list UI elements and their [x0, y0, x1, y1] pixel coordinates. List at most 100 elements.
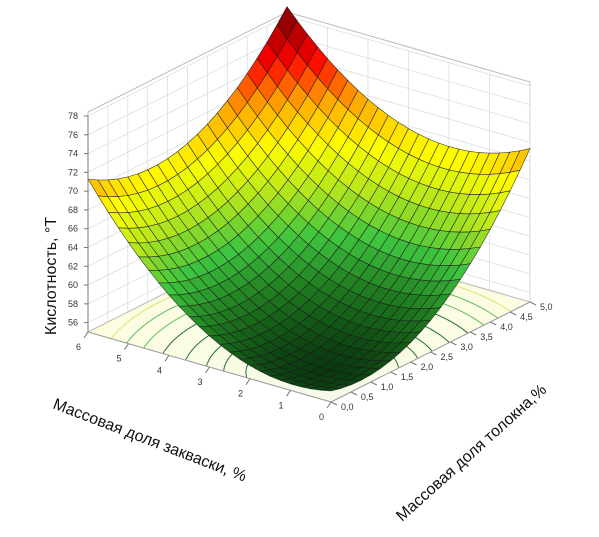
- contour-segment: [207, 358, 210, 363]
- y-tick-mark: [430, 351, 437, 356]
- contour-segment: [183, 328, 188, 333]
- contour-segment: [170, 305, 176, 310]
- contour-segment: [125, 320, 130, 324]
- x-tick-label: 4: [157, 365, 162, 375]
- contour-segment: [455, 295, 462, 299]
- contour-segment: [161, 310, 167, 315]
- z-tick-label: 58: [68, 299, 78, 309]
- contour-segment: [144, 321, 149, 326]
- contour-segment: [433, 330, 439, 335]
- contour-segment: [165, 308, 171, 312]
- y-axis-title: Массовая доля толокна,%: [393, 381, 550, 525]
- contour-segment: [480, 307, 486, 311]
- contour-segment: [145, 341, 149, 346]
- contour-segment: [150, 303, 156, 308]
- contour-segment: [475, 319, 481, 323]
- contour-segment: [137, 327, 142, 332]
- y-tick-label: 4,0: [500, 322, 513, 332]
- surface-cell: [320, 387, 341, 392]
- contour-segment: [479, 321, 482, 324]
- contour-segment: [165, 296, 172, 300]
- contour-segment: [493, 314, 499, 319]
- contour-segment: [119, 325, 124, 330]
- contour-segment: [172, 337, 177, 342]
- x-tick-mark: [124, 343, 129, 350]
- contour-segment: [144, 344, 147, 348]
- y-tick-mark: [370, 381, 378, 386]
- contour-segment: [489, 312, 494, 316]
- contour-segment: [471, 316, 477, 321]
- contour-segment: [417, 338, 423, 343]
- z-tick-label: 62: [68, 261, 78, 271]
- contour-segment: [211, 352, 215, 357]
- x-tick-label: 1: [279, 400, 284, 410]
- y-tick-label: 3,5: [480, 332, 493, 342]
- contour-segment: [218, 346, 221, 349]
- contour-segment: [427, 327, 430, 329]
- contour-segment: [500, 304, 503, 307]
- contour-segment: [179, 331, 184, 336]
- contour-segment: [395, 359, 398, 363]
- contour-segment: [168, 320, 174, 325]
- contour-segment: [167, 343, 171, 348]
- contour-segment: [447, 304, 453, 308]
- contour-segment: [170, 340, 174, 344]
- x-tick-label: 6: [76, 342, 81, 352]
- y-tick-mark: [470, 331, 477, 336]
- contour-segment: [141, 308, 147, 313]
- x-tick-mark: [164, 355, 170, 362]
- contour-segment: [134, 330, 138, 335]
- contour-segment: [229, 353, 233, 358]
- contour-segment: [460, 297, 467, 301]
- contour-segment: [191, 346, 196, 351]
- z-tick-label: 68: [68, 205, 78, 215]
- contour-segment: [437, 314, 443, 318]
- contour-segment: [194, 343, 199, 348]
- x-axis-ticks: 0 1 2 3 4 5 6: [76, 331, 332, 422]
- contour-segment: [226, 356, 230, 361]
- y-tick-mark: [509, 311, 517, 316]
- contour-segment: [136, 330, 139, 332]
- contour-segment: [421, 341, 427, 346]
- contour-segment: [145, 306, 151, 310]
- contour-segment: [470, 302, 477, 306]
- contour-segment: [452, 306, 458, 311]
- contour-segment: [128, 336, 133, 341]
- contour-segment: [246, 365, 248, 368]
- response-surface: [87, 6, 531, 392]
- contour-segment: [177, 315, 183, 319]
- contour-segment: [462, 311, 468, 315]
- x-tick-label: 2: [238, 389, 243, 399]
- contour-segment: [213, 349, 218, 353]
- contour-segment: [185, 356, 188, 360]
- contour-segment: [173, 318, 179, 322]
- contour-segment: [164, 346, 168, 351]
- contour-segment: [164, 349, 166, 352]
- contour-segment: [157, 329, 162, 333]
- z-tick-label: 76: [68, 130, 78, 140]
- contour-segment: [446, 319, 453, 323]
- y-tick-label: 4,5: [520, 312, 533, 322]
- contour-segment: [442, 316, 448, 321]
- contour-segment: [456, 285, 463, 289]
- contour-segment: [457, 309, 463, 313]
- contour-segment: [478, 293, 484, 297]
- contour-segment: [133, 314, 138, 319]
- y-axis-ticks: 0,0 0,5 1,0 1,5 2,0 2,5 3,0 3,5 4,0 4,5 5,0: [330, 301, 553, 412]
- contour-segment: [131, 333, 136, 338]
- contour-segment: [429, 328, 435, 332]
- x-axis-title: Массовая доля закваски, %: [51, 396, 249, 486]
- x-tick-mark: [286, 390, 291, 397]
- contour-segment: [475, 304, 482, 308]
- contour-segment: [470, 315, 472, 318]
- contour-segment: [140, 324, 146, 329]
- y-tick-label: 1,0: [381, 382, 394, 392]
- contour-segment: [225, 360, 228, 364]
- contour-segment: [445, 339, 449, 342]
- contour-segment: [223, 363, 226, 368]
- contour-segment: [200, 337, 206, 342]
- contour-segment: [189, 349, 193, 354]
- y-tick-label: 0,5: [361, 392, 374, 402]
- contour-segment: [154, 332, 159, 336]
- contour-segment: [137, 311, 143, 316]
